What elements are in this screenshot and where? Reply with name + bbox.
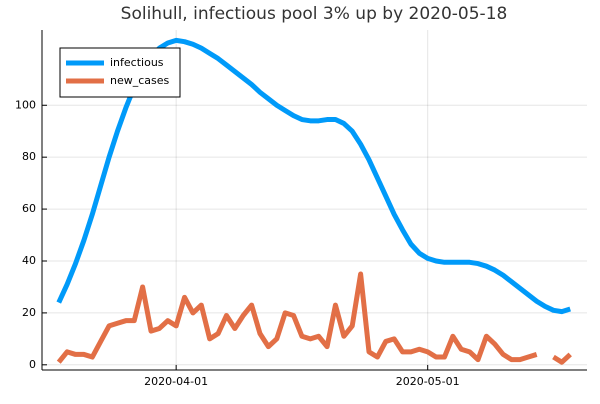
y-tick-label: 0 bbox=[29, 358, 36, 371]
y-tick-label: 60 bbox=[22, 202, 36, 215]
series-line bbox=[56, 271, 572, 365]
y-tick-label: 20 bbox=[22, 306, 36, 319]
y-tick-label: 40 bbox=[22, 254, 36, 267]
legend-label: infectious bbox=[110, 56, 164, 69]
y-tick-label: 100 bbox=[15, 98, 36, 111]
x-tick-label: 2020-05-01 bbox=[396, 375, 460, 388]
y-tick-label: 80 bbox=[22, 150, 36, 163]
legend-box bbox=[59, 47, 181, 98]
chart-title: Solihull, infectious pool 3% up by 2020-… bbox=[121, 4, 508, 24]
x-tick-label: 2020-04-01 bbox=[144, 375, 208, 388]
legend-label: new_cases bbox=[110, 74, 170, 87]
